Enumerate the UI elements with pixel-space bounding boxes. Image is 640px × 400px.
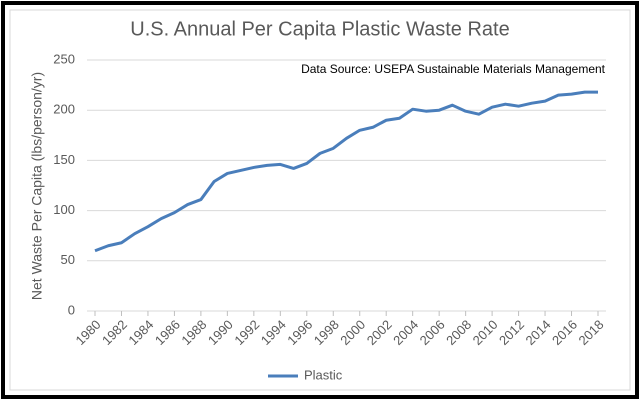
y-tick-label: 250 <box>53 51 75 66</box>
y-tick-label: 100 <box>53 202 75 217</box>
y-tick-label: 0 <box>68 302 75 317</box>
y-tick-label: 150 <box>53 152 75 167</box>
annotation: Data Source: USEPA Sustainable Materials… <box>301 62 606 76</box>
y-tick-label: 200 <box>53 102 75 117</box>
chart-title: U.S. Annual Per Capita Plastic Waste Rat… <box>130 18 509 40</box>
y-axis-label: Net Waste Per Capita (lbs/person/yr) <box>29 72 45 300</box>
chart-area <box>9 9 631 391</box>
data-line <box>94 90 598 253</box>
y-tick-label: 50 <box>61 252 75 267</box>
legend-label: Plastic <box>304 367 343 382</box>
